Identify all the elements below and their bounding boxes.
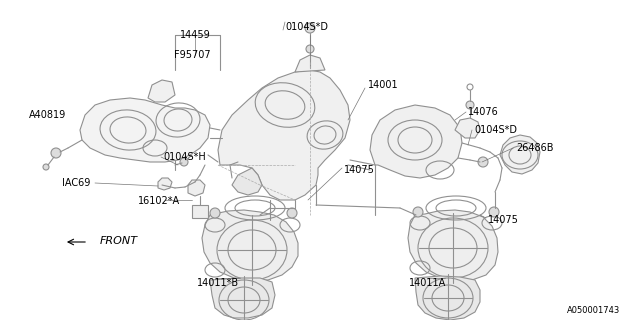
Polygon shape [158, 178, 172, 190]
Text: 14011*B: 14011*B [197, 278, 239, 288]
Text: F95707: F95707 [173, 50, 211, 60]
Polygon shape [210, 278, 275, 318]
Polygon shape [415, 276, 480, 320]
Circle shape [210, 208, 220, 218]
Polygon shape [148, 80, 175, 102]
Circle shape [489, 207, 499, 217]
Text: 0104S*D: 0104S*D [474, 125, 517, 135]
Circle shape [180, 158, 188, 166]
Text: 0104S*D: 0104S*D [285, 22, 328, 32]
Polygon shape [500, 135, 540, 174]
Text: 14001: 14001 [368, 80, 399, 90]
Text: 14076: 14076 [468, 107, 499, 117]
Polygon shape [232, 168, 262, 195]
Polygon shape [192, 205, 208, 218]
Polygon shape [455, 118, 480, 138]
Polygon shape [218, 70, 350, 200]
Text: 26486B: 26486B [516, 143, 554, 153]
Circle shape [478, 157, 488, 167]
Circle shape [306, 45, 314, 53]
Text: 14075: 14075 [344, 165, 375, 175]
Circle shape [51, 148, 61, 158]
Polygon shape [188, 180, 205, 196]
Circle shape [466, 101, 474, 109]
Polygon shape [370, 105, 462, 178]
Circle shape [305, 23, 315, 33]
Text: 14459: 14459 [180, 30, 211, 40]
Text: FRONT: FRONT [100, 236, 138, 246]
Text: A40819: A40819 [29, 110, 67, 120]
Polygon shape [408, 210, 498, 281]
Text: 14011A: 14011A [410, 278, 447, 288]
Circle shape [43, 164, 49, 170]
Text: 16102*A: 16102*A [138, 196, 180, 206]
Polygon shape [295, 55, 325, 72]
Text: IAC69: IAC69 [62, 178, 90, 188]
Text: A050001743: A050001743 [567, 306, 620, 315]
Polygon shape [202, 210, 298, 281]
Circle shape [287, 208, 297, 218]
Text: 0104S*H: 0104S*H [163, 152, 205, 162]
Polygon shape [80, 98, 210, 162]
Text: 14075: 14075 [488, 215, 519, 225]
Circle shape [413, 207, 423, 217]
